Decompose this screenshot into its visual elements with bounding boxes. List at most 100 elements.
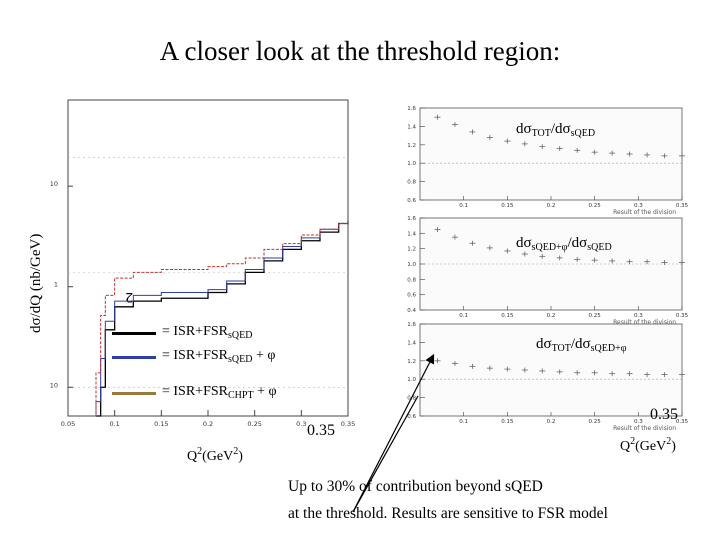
ratio-point-1-11 [626,259,633,265]
ratio-point-2-12 [644,372,651,378]
main-x-tick-label-3: 0.2 [203,420,213,428]
ratio-x-tick-label-0-0: 0.1 [459,203,468,209]
ratio-y-tick-label-0-5: 1.6 [407,106,416,112]
ratio-point-2-9 [591,370,598,376]
ratio-point-0-11 [626,151,633,157]
ratio-point-0-12 [644,152,651,158]
ratio-point-1-13 [661,259,668,265]
ratio-x-tick-label-2-5: 0.35 [676,419,689,425]
main-x-tick-label-2: 0.15 [154,420,168,428]
ratio-footer-2: Result of the division [613,425,676,432]
main-x-axis-label: Q2(GeV2) [187,446,243,464]
ratio-x-tick-label-2-1: 0.15 [501,419,514,425]
main-x-tick-label-6: 0.35 [341,420,355,428]
arrow-to-main-plot [352,395,419,513]
ratio-point-0-0 [434,114,441,120]
legend-swatch-sqed [112,332,156,335]
ratio-point-0-13 [661,153,668,159]
ratio-point-0-3 [486,134,493,140]
note-line-1: Up to 30% of contribution beyond sQED [288,478,543,495]
ratio-point-1-0 [434,227,441,232]
ratio-x-tick-label-0-3: 0.25 [589,203,602,209]
ratio-point-2-14 [679,372,685,378]
annotation-right-value: 0.35 [650,406,678,423]
ratio-panel-sqedphi-over-sqed: 0.4 0.6 0.8 1.0 1.2 1.4 1.6 0.1 0.15 0.2 0.25 0.3 0.… [407,216,689,326]
ratio-title-3: dσTOT/dσsQED+φ [536,336,627,354]
ratio-x-tick-label-0-4: 0.3 [634,203,643,209]
ratio-point-1-12 [644,259,651,265]
ratio-border-2 [419,323,683,417]
ratio-point-2-4 [504,366,511,372]
ratio-border-0 [419,107,683,201]
ratio-point-1-3 [486,245,493,251]
legend-label-sqed: = ISR+FSRsQED [162,324,253,341]
ratio-x-tick-label-2-0: 0.1 [459,419,468,425]
main-x-tick-label-1: 0.1 [109,420,119,428]
ratio-footer-1: Result of the division [613,319,676,326]
ratio-title-2: dσsQED+φ/dσsQED [516,235,612,253]
ratio-point-2-8 [574,370,581,376]
ratio-x-tick-label-2-2: 0.2 [547,419,556,425]
ratio-x-tick-label-2-3: 0.25 [589,419,602,425]
ratio-point-0-10 [609,150,616,156]
ratio-x-tick-label-1-5: 0.35 [676,313,689,319]
ratio-point-0-9 [591,149,598,155]
arrow-to-ratio-panel [352,353,435,513]
ratio-point-1-5 [521,251,528,257]
main-x-tick-label-4: 0.25 [247,420,261,428]
ratio-point-0-14 [679,153,685,159]
main-y-tick-label-1: 1 [54,281,58,289]
ratio-point-0-7 [556,145,563,151]
ratio-y-tick-label-0-1: 0.8 [407,180,416,186]
ratio-x-tick-label-0-2: 0.2 [547,203,556,209]
ratio-y-tick-label-1-1: 0.6 [407,293,416,299]
legend-label-sqed-phi: = ISR+FSRsQED + φ [162,348,276,365]
ratio-y-tick-label-2-3: 1.2 [407,359,416,365]
ratio-y-tick-label-2-5: 1.6 [407,322,416,328]
ratio-point-1-10 [609,258,616,264]
ratio-point-0-5 [521,141,528,147]
ratio-x-tick-label-2-4: 0.3 [634,419,643,425]
legend-label-chpt-phi: = ISR+FSRCHPT + φ [162,384,277,401]
ratio-point-2-13 [661,372,668,378]
annotation-left-value: 0.35 [307,422,335,439]
ratio-title-1: dσTOT/dσsQED [516,121,596,139]
main-y-tick-label-0: 10 [50,180,58,188]
ratio-point-2-2 [469,363,476,369]
ratio-y-tick-label-2-2: 1.0 [407,377,416,383]
ratio-y-tick-label-0-3: 1.2 [407,143,416,149]
ratio-point-2-3 [486,365,493,371]
ratio-point-0-6 [539,144,546,150]
ratio-x-tick-label-1-4: 0.3 [634,313,643,319]
legend-swatch-chpt-phi [112,392,156,395]
ratio-x-axis-label: Q2(GeV2) [620,436,676,454]
ratio-x-tick-label-0-1: 0.15 [501,203,514,209]
ratio-point-1-9 [591,257,598,263]
ratio-point-1-7 [556,255,563,261]
ratio-y-tick-label-0-2: 1.0 [407,161,416,167]
cross-section-plot: 0.05 0.1 0.15 0.2 0.25 0.3 0.35 10 1 10 [50,99,355,428]
ratio-x-tick-label-0-5: 0.35 [676,203,689,209]
ratio-y-tick-label-1-0: 0.4 [407,308,416,314]
slide-title: A closer look at the threshold region: [159,36,561,66]
ratio-panel-tot-over-sqed: 0.6 0.8 1.0 1.2 1.4 1.6 0.1 0.15 0.2 0.25 0.3 0.35R… [407,106,689,216]
ratio-point-1-1 [451,234,458,240]
ratio-y-tick-label-2-0: 0.6 [407,414,416,420]
ratio-point-1-14 [679,259,685,265]
ratio-point-1-6 [539,253,546,259]
ratio-y-tick-label-1-6: 1.6 [407,216,416,222]
ratio-point-2-5 [521,367,528,373]
ratio-y-tick-label-0-0: 0.6 [407,198,416,204]
ratio-y-tick-label-0-4: 1.4 [407,124,416,130]
series-line-1 [95,220,349,416]
ratio-point-1-2 [469,240,476,246]
ratio-footer-0: Result of the division [613,209,676,216]
ratio-x-tick-label-1-1: 0.15 [501,313,514,319]
ratio-point-2-0 [434,358,441,364]
ratio-point-2-7 [556,369,563,375]
main-x-tick-label-0: 0.05 [61,420,75,428]
note-line-2: at the threshold. Results are sensitive … [288,505,608,522]
legend-swatch-sqed-phi [112,356,156,359]
ratio-point-2-6 [539,368,546,374]
ratio-panel-tot-over-sqedphi: 0.60.81.01.21.41.60.10.150.20.250.30.35R… [407,322,689,432]
